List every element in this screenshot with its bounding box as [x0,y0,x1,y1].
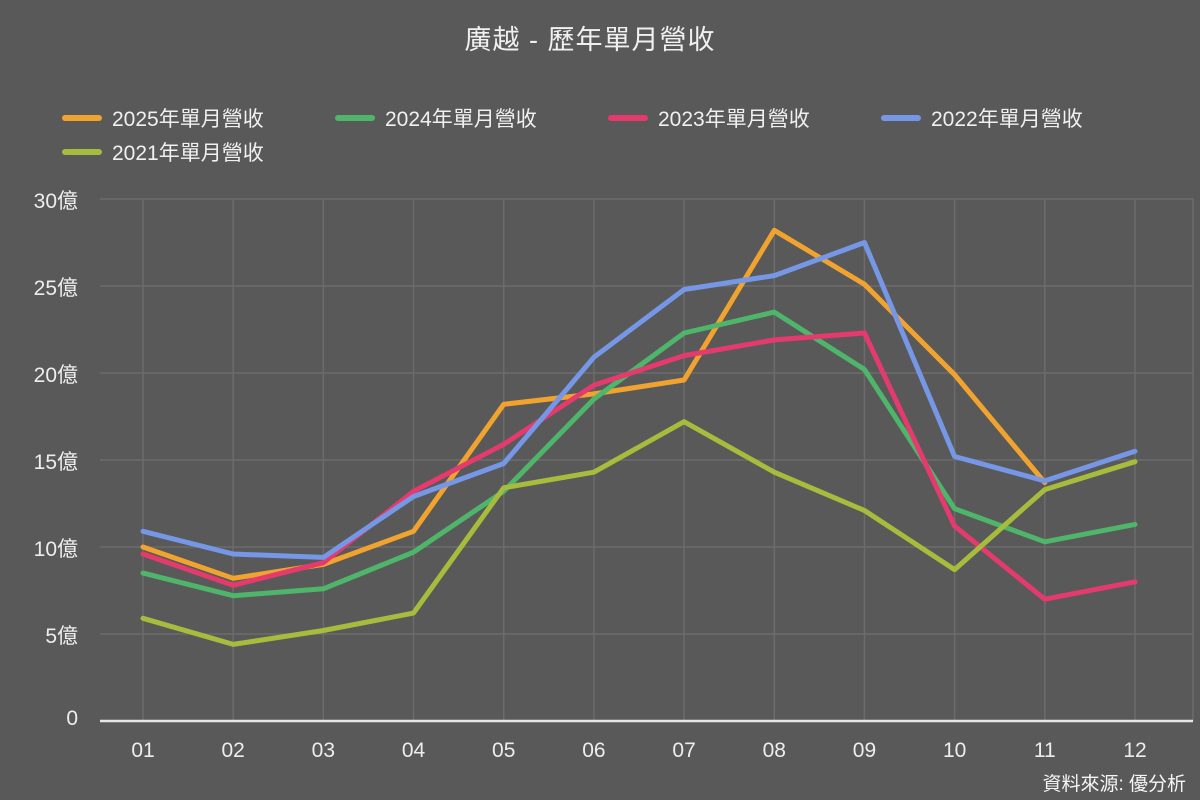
legend-label: 2024年單月營收 [385,108,537,131]
x-tick-label: 07 [672,739,696,762]
y-tick-label: 20億 [33,364,78,387]
x-tick-label: 03 [311,739,336,762]
legend-item-2021年單月營收[interactable]: 2021年單月營收 [62,137,335,167]
y-tick-label: 0 [66,707,78,730]
legend-item-2022年單月營收[interactable]: 2022年單月營收 [881,103,1154,133]
series-line-2023年單月營收[interactable] [140,330,1138,602]
x-tick-label: 08 [762,739,786,762]
series-line-2022年單月營收[interactable] [140,240,1138,560]
legend-swatch-icon [881,115,921,121]
x-tick-label: 05 [492,739,516,762]
y-tick-label: 30億 [33,190,78,213]
legend-label: 2025年單月營收 [112,108,264,131]
source-note: 資料來源: 優分析 [1042,774,1186,795]
legend-label: 2022年單月營收 [931,108,1083,131]
x-tick-label: 02 [221,739,245,762]
series-line-2021年單月營收[interactable] [140,419,1138,647]
legend-swatch-icon [608,115,648,121]
legend-label: 2023年單月營收 [658,108,810,131]
y-tick-label: 25億 [33,277,78,300]
x-tick-label: 01 [131,739,155,762]
x-tick-label: 06 [582,739,606,762]
legend-item-2025年單月營收[interactable]: 2025年單月營收 [62,103,335,133]
legend-item-2024年單月營收[interactable]: 2024年單月營收 [335,103,608,133]
y-tick-label: 10億 [33,538,78,561]
x-tick-label: 09 [852,739,877,762]
legend-swatch-icon [62,115,102,121]
legend-swatch-icon [62,149,102,155]
x-tick-label: 11 [1033,739,1056,762]
series-line-2024年單月營收[interactable] [140,309,1138,599]
x-tick-label: 04 [401,739,426,762]
legend-swatch-icon [335,115,375,121]
legend-label: 2021年單月營收 [112,142,264,165]
legend: 2025年單月營收 2024年單月營收 2023年單月營收 2022年單月營收 2021… [62,103,1172,167]
x-tick-label: 10 [942,739,967,762]
y-tick-label: 15億 [33,451,78,474]
y-tick-label: 5億 [45,625,78,648]
legend-item-2023年單月營收[interactable]: 2023年單月營收 [608,103,881,133]
chart-title: 廣越 - 歷年單月營收 [464,25,716,55]
x-tick-label: 12 [1123,739,1147,762]
